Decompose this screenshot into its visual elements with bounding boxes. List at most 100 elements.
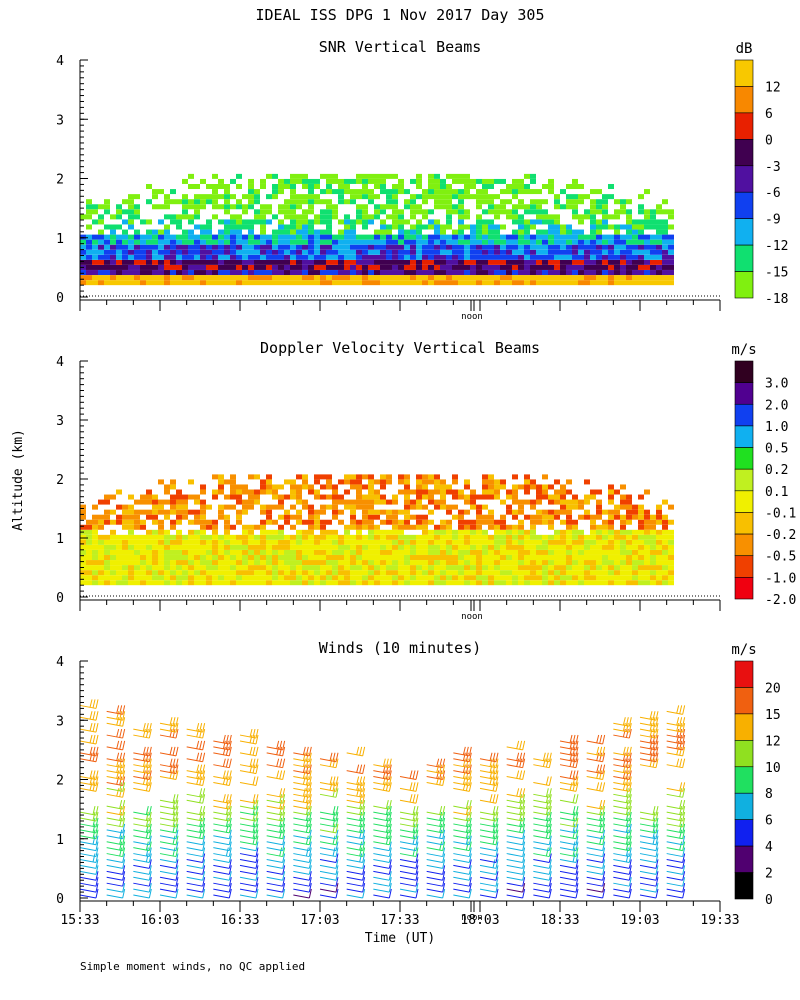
heatmap-cell [188, 244, 194, 250]
heatmap-cell [398, 184, 404, 190]
heatmap-cell [530, 254, 536, 260]
wind-barb-feather [148, 758, 152, 768]
wind-barb [559, 882, 577, 887]
heatmap-cell [212, 529, 218, 535]
heatmap-cell [110, 259, 116, 265]
wind-barb-feather [548, 805, 552, 816]
heatmap-cell [194, 275, 200, 281]
wind-barb [533, 858, 550, 863]
heatmap-cell [458, 555, 464, 561]
heatmap-cell [512, 509, 518, 515]
heatmap-cell [656, 249, 662, 255]
heatmap-cell [608, 524, 614, 530]
wind-barb-feather [276, 758, 280, 767]
heatmap-cell [398, 534, 404, 540]
heatmap-cell [170, 254, 176, 260]
heatmap-cell [638, 244, 644, 250]
heatmap-cell [422, 214, 428, 220]
heatmap-cell [524, 534, 530, 540]
heatmap-cell [380, 560, 386, 566]
heatmap-cell [236, 280, 242, 286]
heatmap-cell [524, 264, 530, 270]
heatmap-cell [518, 544, 524, 550]
heatmap-cell [122, 199, 128, 205]
heatmap-cell [272, 580, 278, 586]
heatmap-cell [284, 229, 290, 235]
wind-barb-feather [465, 811, 469, 821]
heatmap-cell [188, 275, 194, 281]
heatmap-cell [356, 549, 362, 555]
wind-barb [133, 882, 150, 887]
heatmap-cell [476, 199, 482, 205]
wind-barb-feather [92, 711, 96, 720]
wind-barb-feather [225, 758, 229, 768]
heatmap-cell [152, 519, 158, 525]
heatmap-cell [452, 549, 458, 555]
wind-barb [479, 858, 497, 863]
heatmap-cell [320, 534, 326, 540]
wind-barb [426, 864, 443, 869]
wind-barb-feather [415, 794, 419, 804]
heatmap-cell [494, 484, 500, 490]
wind-barb-feather [169, 758, 173, 767]
heatmap-cell [128, 214, 134, 220]
wind-barb-feather [356, 788, 360, 797]
heatmap-cell [254, 474, 260, 480]
heatmap-cell [572, 539, 578, 545]
wind-barb-feather [625, 728, 629, 738]
heatmap-cell [134, 534, 140, 540]
wind-barb-feather [335, 853, 339, 863]
heatmap-cell [620, 264, 626, 270]
heatmap-cell [248, 524, 254, 530]
heatmap-cell [134, 270, 140, 276]
heatmap-cell [158, 565, 164, 571]
heatmap-cell [122, 254, 128, 260]
heatmap-cell [230, 504, 236, 510]
wind-barb-feather [308, 859, 312, 869]
heatmap-cell [356, 178, 362, 184]
wind-barb-feather [412, 847, 416, 857]
heatmap-cell [500, 264, 506, 270]
wind-barb-feather [335, 871, 339, 881]
heatmap-cell [296, 219, 302, 225]
heatmap-cell [554, 229, 560, 235]
heatmap-cell [548, 244, 554, 250]
wind-barb-feather [202, 764, 206, 774]
heatmap-cell [254, 539, 260, 545]
heatmap-cell [314, 514, 320, 520]
heatmap-cell [482, 544, 488, 550]
heatmap-cell [134, 194, 140, 200]
wind-barb [533, 841, 550, 846]
heatmap-cell [176, 539, 182, 545]
heatmap-cell [638, 270, 644, 276]
heatmap-cell [500, 549, 506, 555]
wind-barb-feather [602, 817, 606, 828]
heatmap-cell [398, 565, 404, 571]
heatmap-cell [242, 549, 248, 555]
wind-barb-feather [625, 788, 629, 797]
heatmap-cell [428, 224, 434, 230]
wind-barb [293, 858, 310, 863]
heatmap-cell [254, 254, 260, 260]
heatmap-cell [386, 249, 392, 255]
wind-barb-feather [522, 788, 526, 798]
heatmap-cell [476, 529, 482, 535]
heatmap-cell [494, 229, 500, 235]
wind-barb-feather [649, 746, 653, 755]
heatmap-cell [380, 204, 386, 210]
heatmap-cell [422, 474, 428, 480]
wind-barb-feather [495, 794, 499, 804]
heatmap-cell [458, 565, 464, 571]
heatmap-cell [428, 244, 434, 250]
heatmap-cell [590, 275, 596, 281]
heatmap-cell [296, 560, 302, 566]
heatmap-cell [170, 219, 176, 225]
heatmap-cell [116, 544, 122, 550]
wind-barb-feather [255, 871, 259, 881]
heatmap-cell [182, 544, 188, 550]
heatmap-cell [374, 575, 380, 581]
wind-barb-feather [362, 888, 366, 899]
wind-barb-feather [202, 776, 206, 786]
heatmap-cell [542, 259, 548, 265]
heatmap-cell [398, 580, 404, 586]
